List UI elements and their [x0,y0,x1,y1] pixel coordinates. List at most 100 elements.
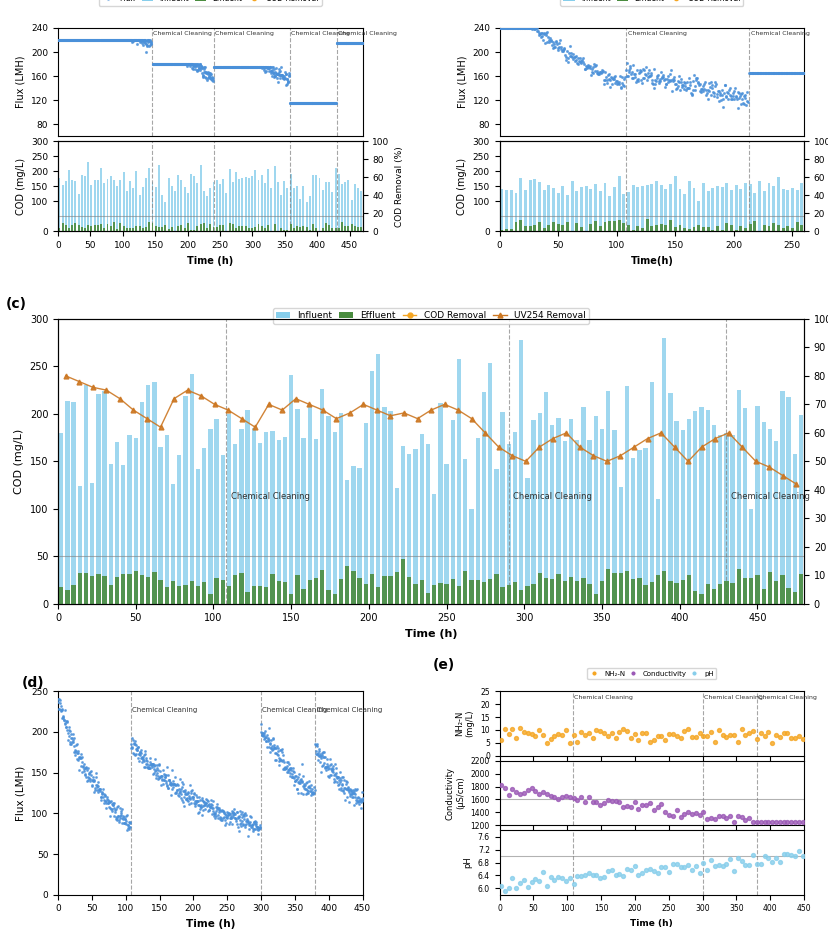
Point [734,810,748,825]
Point [66,733,79,747]
Bar [245,410,249,604]
Point [325,759,339,774]
Point [216,60,229,75]
Point [700,91,713,106]
Point [111,808,124,823]
Point [344,782,357,797]
Bar [500,189,503,231]
Bar [344,480,349,604]
Point [67,33,80,48]
Bar [785,190,788,231]
Point [181,57,195,72]
Point [536,784,549,799]
Point [330,35,343,50]
Point [681,857,694,872]
Point [93,782,106,797]
Point [556,41,570,56]
Point [209,803,222,818]
Point [340,35,354,50]
Point [75,33,89,48]
Point [344,35,358,50]
Point [509,21,522,35]
Point [72,33,85,48]
Point [178,57,191,72]
Point [171,57,185,72]
Point [138,747,152,761]
Bar [631,230,633,231]
Point [104,801,117,816]
Point [108,802,122,817]
Bar [90,226,92,231]
Point [122,33,135,48]
Point [303,780,316,795]
Point [333,764,346,779]
Point [739,98,752,113]
Point [83,33,96,48]
Point [282,764,295,779]
Point [301,780,315,795]
Point [163,776,176,791]
Bar [260,226,262,231]
Point [286,761,299,775]
Point [540,735,553,750]
Point [219,60,233,75]
Point [589,58,602,73]
Point [553,40,566,55]
Bar [612,430,616,604]
Point [697,81,710,96]
Point [246,60,259,75]
Point [159,774,172,788]
Point [127,33,140,48]
Point [173,785,186,800]
Point [517,872,530,887]
Point [123,33,136,48]
Text: Chemical Cleaning: Chemical Cleaning [750,31,809,36]
Point [217,806,230,821]
Bar [413,448,417,604]
Point [63,33,76,48]
Point [59,33,72,48]
Point [631,802,644,817]
Point [308,96,321,111]
Bar [75,182,76,231]
Point [78,767,91,782]
Point [619,62,632,77]
Point [658,77,672,92]
Point [54,33,67,48]
Point [65,731,79,746]
Bar [90,185,92,231]
Point [674,71,687,86]
Point [255,728,268,743]
Bar [736,569,740,604]
Point [235,60,248,75]
Point [628,75,642,89]
Point [161,760,174,774]
Point [65,33,78,48]
Point [273,752,286,767]
Point [244,809,258,824]
Point [585,795,599,810]
Point [219,60,233,75]
Point [310,96,323,111]
Bar [142,228,143,231]
Point [58,33,71,48]
Point [98,33,111,48]
Point [330,774,344,789]
Point [55,703,68,718]
Bar [232,224,233,231]
Point [103,795,116,810]
Point [527,21,540,36]
Bar [202,582,206,604]
Point [548,40,561,55]
Point [150,762,163,777]
Point [249,60,262,75]
Point [336,783,349,798]
Point [313,754,326,769]
Point [237,806,250,821]
Point [310,96,323,111]
Point [253,60,267,75]
Point [79,33,92,48]
Point [702,75,715,90]
Point [566,47,579,62]
Point [270,738,283,753]
